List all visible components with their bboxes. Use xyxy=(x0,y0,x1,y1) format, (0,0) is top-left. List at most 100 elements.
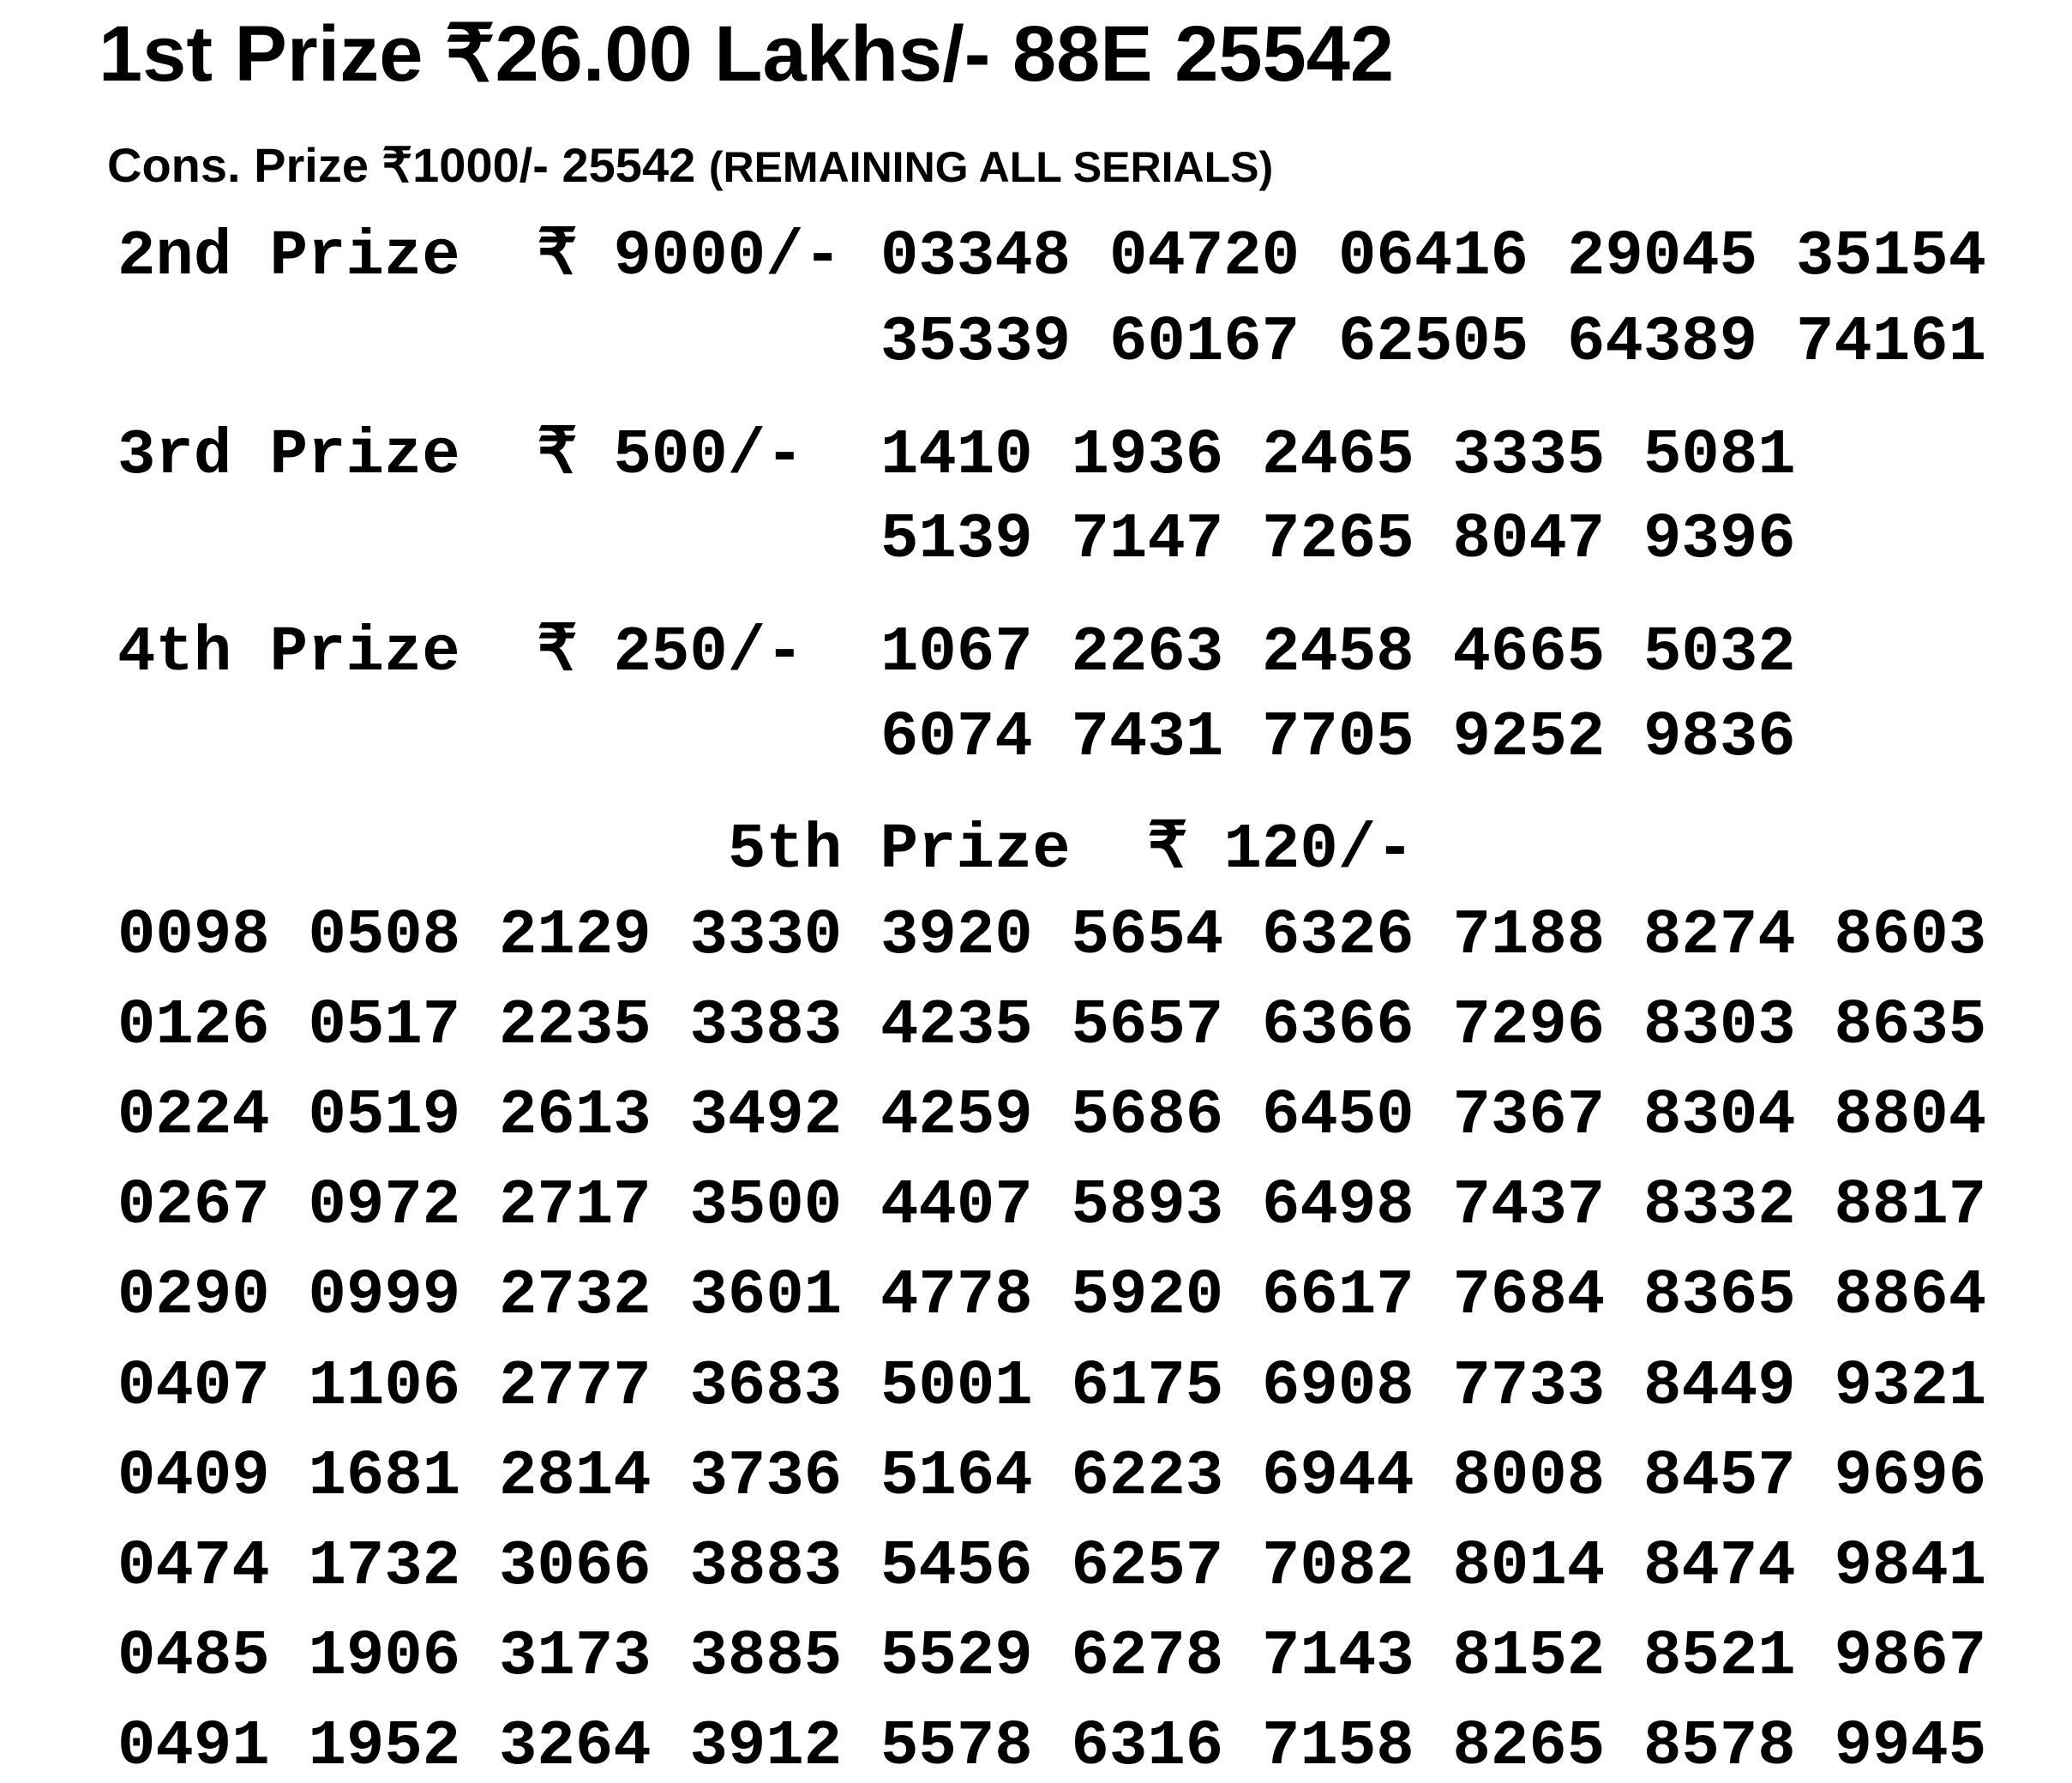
winning-number: 2263 xyxy=(1071,617,1224,689)
winning-number: 64389 xyxy=(1567,307,1758,379)
winning-number: 0098 xyxy=(117,900,270,972)
winning-number: 0517 xyxy=(308,990,461,1063)
winning-number: 7188 xyxy=(1452,900,1606,972)
winning-number: 7437 xyxy=(1452,1170,1606,1243)
winning-number: 35154 xyxy=(1796,221,1987,293)
winning-number: 6223 xyxy=(1071,1440,1224,1513)
winning-number: 9841 xyxy=(1834,1530,1987,1603)
fifth-prize-heading: 5th Prize ₹120/- xyxy=(0,816,2072,885)
winning-number: 8274 xyxy=(1643,900,1796,972)
rupee-icon: ₹ xyxy=(537,617,578,689)
winning-number: 3683 xyxy=(689,1350,843,1423)
winning-number: 8521 xyxy=(1643,1620,1796,1693)
winning-number: 74161 xyxy=(1796,307,1987,379)
winning-number: 7158 xyxy=(1262,1710,1414,1783)
winning-number: 3173 xyxy=(499,1620,652,1693)
winning-number: 7082 xyxy=(1262,1530,1414,1603)
winning-number: 1952 xyxy=(308,1710,461,1783)
winning-number: 1106 xyxy=(308,1350,461,1423)
winning-number: 1906 xyxy=(308,1620,461,1693)
rupee-icon: ₹ xyxy=(1147,814,1188,886)
rupee-icon: ₹ xyxy=(537,420,578,492)
winning-number: 9396 xyxy=(1643,504,1796,576)
winning-number: 2458 xyxy=(1262,617,1414,689)
winning-number: 5654 xyxy=(1071,900,1224,972)
winning-number: 5529 xyxy=(880,1620,1033,1693)
winning-number: 9252 xyxy=(1452,702,1606,774)
winning-number: 5893 xyxy=(1071,1170,1224,1243)
winning-number: 0519 xyxy=(308,1080,461,1153)
winning-number: 3736 xyxy=(689,1440,843,1513)
winning-number: 4259 xyxy=(880,1080,1033,1153)
prize-row: 4th Prize ₹250/- 1067 2263 2458 4665 5032 xyxy=(0,619,2072,687)
first-prize-number: 88E 25542 xyxy=(1012,10,1395,98)
winning-number: 9836 xyxy=(1643,702,1796,774)
rupee-icon: ₹ xyxy=(537,221,578,293)
winning-number: 7684 xyxy=(1452,1260,1606,1333)
winning-number: 6074 xyxy=(880,702,1033,774)
winning-number: 8152 xyxy=(1452,1620,1606,1693)
winning-number: 8014 xyxy=(1452,1530,1606,1603)
winning-number: 6278 xyxy=(1071,1620,1224,1693)
winning-number: 0126 xyxy=(117,990,270,1063)
winning-number: 5164 xyxy=(880,1440,1033,1513)
winning-number: 9321 xyxy=(1834,1350,1987,1423)
winning-number: 9696 xyxy=(1834,1440,1987,1513)
winning-number: 3883 xyxy=(689,1530,843,1603)
winning-number: 2814 xyxy=(499,1440,652,1513)
winning-number: 1732 xyxy=(308,1530,461,1603)
winning-number: 1681 xyxy=(308,1440,461,1513)
winning-number: 03348 xyxy=(880,221,1072,293)
winning-number: 2717 xyxy=(499,1170,652,1243)
winning-number: 3066 xyxy=(499,1530,652,1603)
winning-number: 7265 xyxy=(1262,504,1414,576)
prize-amount: 9000/- xyxy=(613,221,842,293)
prize-row: 6074 7431 7705 9252 9836 xyxy=(0,704,2072,772)
winning-number: 8804 xyxy=(1834,1080,1987,1153)
winning-number: 2613 xyxy=(499,1080,652,1153)
winning-number: 7367 xyxy=(1452,1080,1606,1153)
winning-number: 3601 xyxy=(689,1260,843,1333)
prize-label: 5th Prize xyxy=(728,814,1071,886)
winning-number: 5657 xyxy=(1071,990,1224,1063)
winning-number: 6908 xyxy=(1262,1350,1414,1423)
winning-number: 6944 xyxy=(1262,1440,1414,1513)
first-prize-label: 1st Prize xyxy=(99,10,423,98)
winning-number: 2465 xyxy=(1262,420,1414,492)
winning-number: 8864 xyxy=(1834,1260,1987,1333)
winning-number: 0491 xyxy=(117,1710,270,1783)
winning-number: 2235 xyxy=(499,990,652,1063)
winning-number: 5920 xyxy=(1071,1260,1224,1333)
winning-number: 6326 xyxy=(1262,900,1414,972)
winning-number: 0999 xyxy=(308,1260,461,1333)
winning-number: 8265 xyxy=(1452,1710,1606,1783)
winning-number: 04720 xyxy=(1109,221,1300,293)
winning-number: 0409 xyxy=(117,1440,270,1513)
winning-number: 4665 xyxy=(1452,617,1606,689)
prize-label: 2nd Prize xyxy=(117,221,460,293)
winning-number: 5456 xyxy=(880,1530,1033,1603)
winning-number: 5578 xyxy=(880,1710,1033,1783)
number-grid-row: 0224 0519 2613 3492 4259 5686 6450 7367 8304 8804 xyxy=(0,1082,2072,1150)
winning-number: 8332 xyxy=(1643,1170,1796,1243)
winning-number: 5001 xyxy=(880,1350,1033,1423)
number-grid-row: 0267 0972 2717 3500 4407 5893 6498 7437 8332 8817 xyxy=(0,1172,2072,1240)
winning-number: 7431 xyxy=(1071,702,1224,774)
winning-number: 6175 xyxy=(1071,1350,1224,1423)
winning-number: 3912 xyxy=(689,1710,843,1783)
winning-number: 7147 xyxy=(1071,504,1224,576)
number-grid-row: 0485 1906 3173 3885 5529 6278 7143 8152 8521 9867 xyxy=(0,1623,2072,1691)
winning-number: 3885 xyxy=(689,1620,843,1693)
winning-number: 0485 xyxy=(117,1620,270,1693)
number-grid-row: 0407 1106 2777 3683 5001 6175 6908 7733 8449 9321 xyxy=(0,1353,2072,1421)
number-grid-row: 0290 0999 2732 3601 4778 5920 6617 7684 8365 8864 xyxy=(0,1262,2072,1330)
winning-number: 62505 xyxy=(1338,307,1529,379)
winning-number: 0972 xyxy=(308,1170,461,1243)
first-prize-amount: ₹26.00 Lakhs/- xyxy=(444,10,991,98)
winning-number: 0474 xyxy=(117,1530,270,1603)
winning-number: 3383 xyxy=(689,990,843,1063)
prize-row: 3rd Prize ₹500/- 1410 1936 2465 3335 5081 xyxy=(0,422,2072,490)
winning-number: 3492 xyxy=(689,1080,843,1153)
winning-number: 7143 xyxy=(1262,1620,1414,1693)
winning-number: 8047 xyxy=(1452,504,1606,576)
